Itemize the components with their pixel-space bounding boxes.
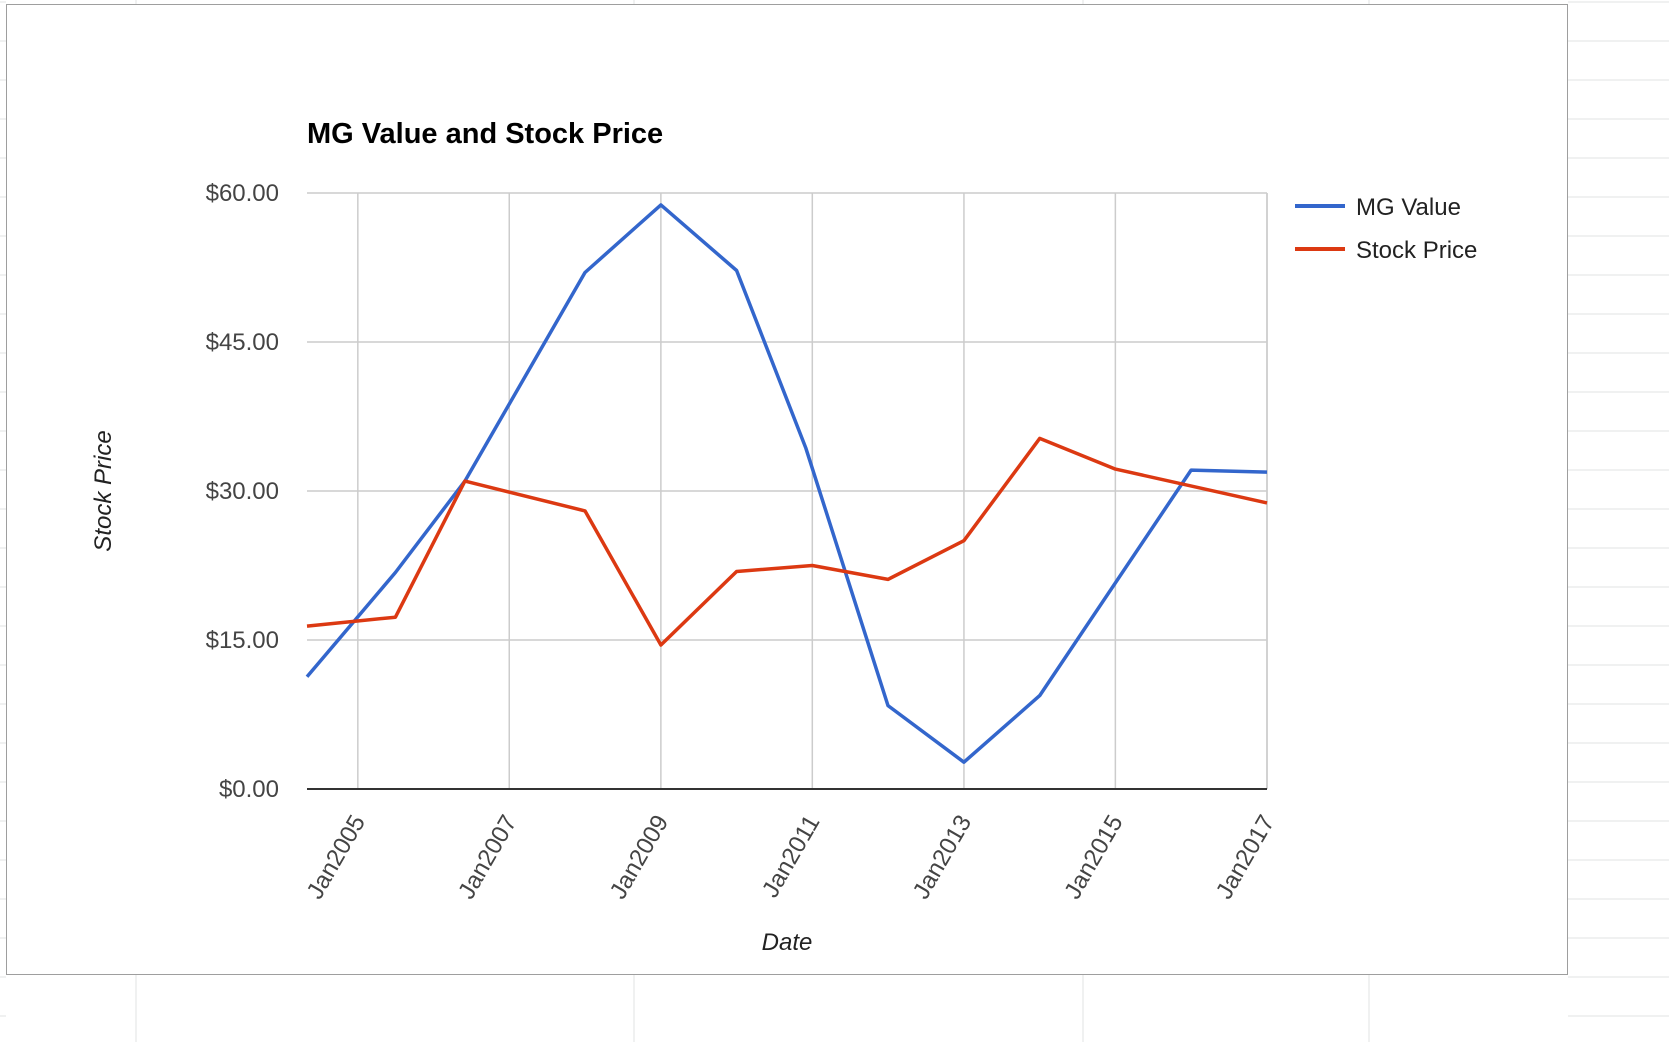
legend-label-stock-price: Stock Price: [1356, 237, 1477, 264]
legend[interactable]: MG Value Stock Price: [1295, 194, 1477, 264]
y-axis-title: Stock Price: [90, 430, 117, 551]
x-tick-label: Jan2013: [908, 811, 977, 904]
x-tick-label: Jan2007: [453, 811, 522, 904]
series-line-stock-price[interactable]: [306, 436, 1268, 647]
series-lines: [305, 203, 1268, 764]
legend-label-mg-value: MG Value: [1356, 194, 1461, 221]
x-tick-label: Jan2011: [757, 811, 826, 903]
y-tick-label: $15.00: [206, 627, 279, 654]
x-axis-title: Date: [762, 929, 813, 956]
x-tick-label: Jan2005: [302, 811, 371, 904]
y-tick-label: $60.00: [206, 180, 279, 207]
chart-title: MG Value and Stock Price: [307, 118, 663, 150]
y-tick-label: $45.00: [206, 329, 279, 356]
series-line-mg-value[interactable]: [305, 203, 1268, 764]
x-tick-label: Jan2015: [1059, 811, 1128, 904]
y-tick-label: $0.00: [219, 776, 279, 803]
x-tick-label: Jan2009: [605, 811, 674, 904]
x-tick-label: Jan2017: [1211, 811, 1280, 904]
gridlines: [307, 192, 1268, 789]
y-tick-label: $30.00: [206, 478, 279, 505]
line-chart: $0.00 $15.00 $30.00 $45.00 $60.00 Jan2005 Jan2…: [90, 118, 1477, 956]
chart-container[interactable]: $0.00 $15.00 $30.00 $45.00 $60.00 Jan2005 Jan2…: [6, 4, 1568, 975]
